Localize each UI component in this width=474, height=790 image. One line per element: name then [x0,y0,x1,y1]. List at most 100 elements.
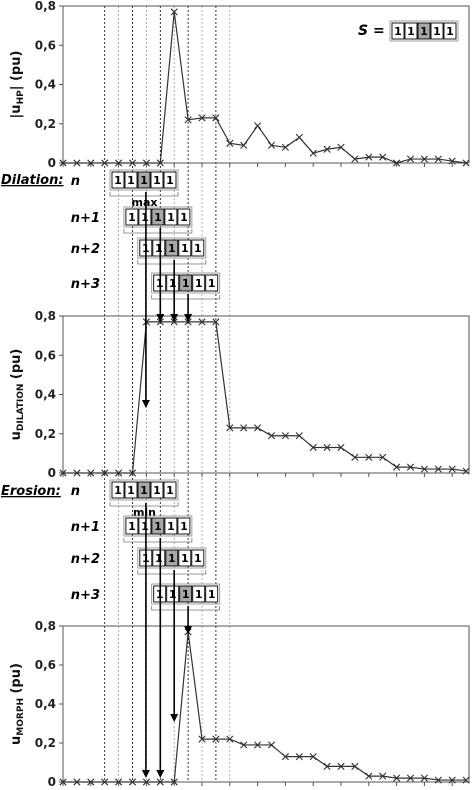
dilation-window-value: 1 [181,242,189,255]
erosion-arrow-head [141,770,150,778]
data-point [101,159,109,167]
dilation-window-value: 1 [153,174,161,187]
erosion-window-value: 1 [166,484,174,497]
dilation-window-value: 1 [168,242,176,255]
erosion-window-value: 1 [180,520,188,533]
dilation-arrow-head [156,314,165,322]
data-point [281,753,289,761]
data-point [170,8,178,16]
data-point [87,778,95,786]
data-point [128,778,137,786]
dilation-step-label: n+2 [71,242,100,257]
dilation-window-brace [137,260,207,265]
erosion-window-value: 1 [127,484,135,497]
se-frame [389,20,459,42]
dilation-window-value: 1 [169,277,177,290]
data-point [323,762,331,770]
erosion-window-cell [205,585,219,603]
erosion-step-label: n+3 [71,588,100,603]
dilation-window-value: 1 [182,277,190,290]
dilation-window-brace [123,229,193,234]
y-tick-label: 0,8 [35,619,56,633]
data-point [462,159,470,167]
dilation-title: Dilation: [1,173,64,188]
dilation-window-value: 1 [140,174,148,187]
data-point [73,469,81,477]
data-point [281,432,289,440]
data-point [101,778,109,786]
data-point [240,741,248,749]
dilation-window-cell [124,171,138,189]
data-point [337,143,345,151]
data-point [87,469,95,477]
data-point [184,116,192,124]
data-point [156,159,164,167]
y-axis-label: uMORPH (pu) [9,663,26,745]
erosion-window-brace [123,538,193,543]
dilation-window-cell [163,171,177,189]
data-point [212,114,220,122]
data-point [170,778,178,786]
dilation-arrow-head [141,400,150,408]
data-point [254,424,262,432]
se-cell-value: 1 [407,25,415,38]
se-cell-value: 1 [394,25,402,38]
data-point [393,159,401,167]
y-tick-label: 0 [48,156,56,170]
erosion-window-cell [164,517,178,535]
data-point [226,424,234,432]
data-point [309,443,317,452]
data-point [323,443,331,452]
erosion-window-value: 1 [154,520,162,533]
data-point [351,453,359,461]
erosion-window-value: 1 [195,588,203,601]
data-point [393,774,401,782]
data-point [87,159,95,167]
panel-dilation: 0 0,2 0,4 0,6 0,8 uDILATION (pu) [9,309,470,480]
data-point [448,465,456,473]
dilation-window-value: 1 [195,277,203,290]
y-tick-label: 0 [48,775,56,789]
dilation-window-cell [165,239,179,257]
dilation-window-cell [111,171,125,189]
dilation-window-value: 1 [208,277,216,290]
dilation-window-cell [164,208,178,226]
erosion-arrow-head [170,714,179,722]
plot-frame [62,625,470,783]
erosion-window-cell [152,549,166,567]
dilation-window-value: 1 [128,211,136,224]
data-point [462,776,470,784]
data-point [351,762,359,770]
data-point [59,778,67,786]
dilation-window-cell [179,274,193,292]
erosion-window-cell [137,481,151,499]
data-point [337,762,345,770]
erosion-window-cell [111,481,125,499]
data-point [379,453,387,461]
plot-panels: 0 0,2 0,4 0,6 0,8 |uHP| (pu) 0 0,2 0,4 0,6 0,8 uDIL… [9,0,470,789]
data-point [448,157,456,165]
y-tick-label: 0,2 [35,736,56,750]
data-point [240,141,248,149]
erosion-window-value: 1 [141,520,149,533]
data-point [73,778,81,786]
se-cell-value: 1 [420,25,428,38]
se-cell [417,22,431,40]
erosion-window-cell [178,549,192,567]
y-axis-label: uDILATION (pu) [9,349,26,441]
erosion-window-value: 1 [168,552,176,565]
data-point [323,145,331,153]
data-point [226,735,234,743]
erosion-window-cell [179,585,193,603]
erosion-window-frame [137,547,207,569]
data-point [73,159,81,167]
erosion-window-cell [177,517,191,535]
erosion-window-brace [109,502,179,507]
dilation-window-frame [151,272,221,294]
data-point [379,772,387,780]
erosion-window-frame [123,515,193,537]
dilation-window-value: 1 [141,211,149,224]
data-point [267,432,276,440]
data-point [281,143,289,151]
